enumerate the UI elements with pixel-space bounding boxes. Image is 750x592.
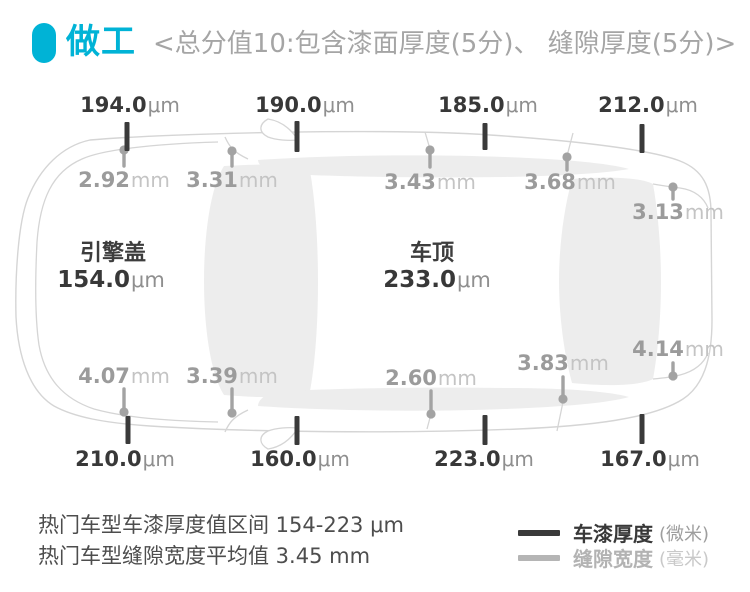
- paint-label-front-fender-top: 194.0μm: [80, 93, 180, 117]
- side-mirror-top: [260, 118, 300, 142]
- side-window-top: [258, 155, 629, 178]
- paint-ticks: [124, 121, 645, 445]
- legend-paint-thickness: 车漆厚度 (微米): [518, 518, 709, 547]
- gap-label-hood-fender-top: 2.92mm: [78, 168, 170, 192]
- paint-label-rear-door-bottom: 223.0μm: [434, 447, 534, 471]
- gap-label-trunk-seam-top: 3.13mm: [632, 200, 724, 224]
- section-subtitle: <总分值10:包含漆面厚度(5分)、 缝隙厚度(5分)>: [153, 29, 737, 59]
- side-window-bottom: [258, 387, 629, 411]
- roof-panel-name: 车顶: [409, 241, 455, 266]
- gap-label-quarter-panel-top: 3.68mm: [524, 170, 616, 194]
- gap-label-hood-windshield-bottom: 3.39mm: [186, 364, 278, 388]
- car-body: [15, 130, 713, 433]
- gap-label-door-seam-bottom: 2.60mm: [385, 366, 477, 390]
- hood-panel-value: 154.0μm: [57, 267, 165, 293]
- paint-label-front-door-top: 190.0μm: [255, 93, 355, 117]
- gap-line-swatch: [518, 554, 560, 561]
- gap-label-hood-windshield-top: 3.31mm: [186, 168, 278, 192]
- paint-line-swatch: [518, 529, 560, 536]
- section-title: 做工: [66, 22, 136, 62]
- paint-range-summary: 热门车型车漆厚度值区间 154-223 μm: [38, 513, 404, 537]
- gap-label-hood-fender-bottom: 4.07mm: [78, 364, 170, 388]
- side-mirror-bottom: [260, 426, 300, 450]
- legend-gap-width: 缝隙宽度 (毫米): [518, 543, 709, 572]
- windshield-glass: [204, 164, 318, 398]
- rear-window-glass: [559, 177, 661, 386]
- paint-label-front-door-bottom: 160.0μm: [250, 447, 350, 471]
- paint-label-front-fender-bottom: 210.0μm: [75, 447, 175, 471]
- paint-label-rear-fender-bottom: 167.0μm: [600, 447, 700, 471]
- gap-pins: [119, 145, 678, 419]
- paint-label-rear-fender-top: 212.0μm: [598, 93, 698, 117]
- gap-label-trunk-seam-bottom: 4.14mm: [632, 337, 724, 361]
- gap-label-door-seam-top: 3.43mm: [384, 170, 476, 194]
- gap-average-summary: 热门车型缝隙宽度平均值 3.45 mm: [38, 544, 371, 568]
- hood-panel-name: 引擎盖: [79, 241, 147, 266]
- section-bullet-icon: [32, 23, 56, 63]
- paint-label-rear-door-top: 185.0μm: [438, 93, 538, 117]
- gap-label-quarter-panel-bottom: 3.83mm: [517, 351, 609, 375]
- roof-panel-value: 233.0μm: [383, 267, 491, 293]
